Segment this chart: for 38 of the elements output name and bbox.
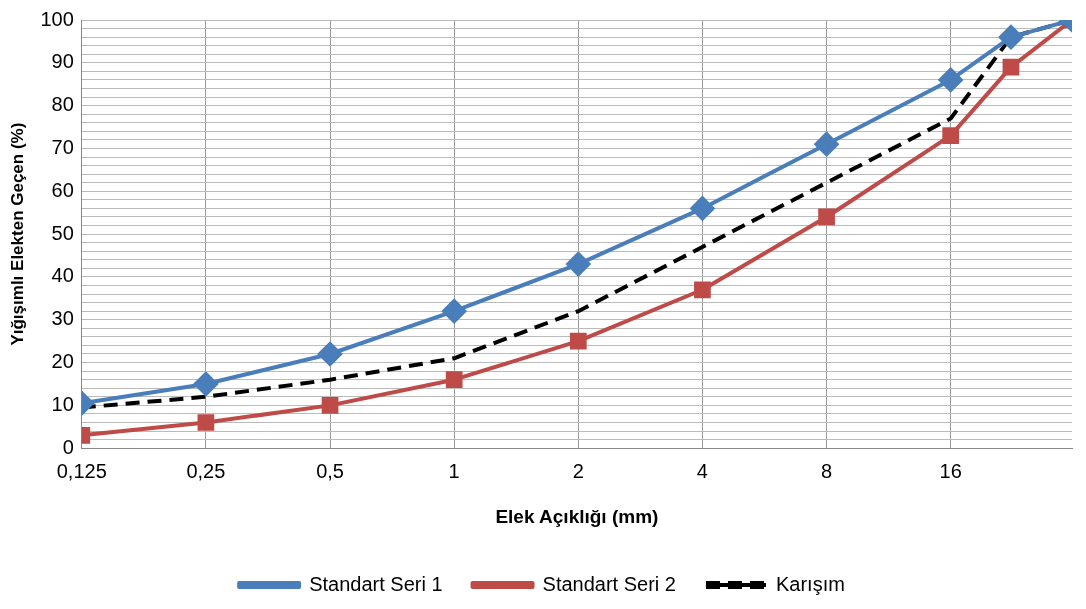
x-tick-label: 1 <box>448 459 460 482</box>
y-tick-label: 40 <box>51 264 74 287</box>
point <box>445 371 463 389</box>
point <box>942 127 960 144</box>
point <box>566 252 591 277</box>
y-tick-label: 0 <box>62 435 74 458</box>
point <box>318 342 343 366</box>
point <box>938 67 963 92</box>
legend-label: Standart Seri 1 <box>309 572 443 595</box>
y-tick-label: 50 <box>51 221 74 244</box>
y-tick-label: 20 <box>51 350 74 373</box>
x-tick-label: 2 <box>572 459 584 482</box>
y-tick-label: 60 <box>51 178 74 201</box>
point <box>690 196 715 221</box>
point <box>193 371 218 396</box>
y-tick-label: 70 <box>51 135 74 158</box>
y-tick-label: 100 <box>40 7 74 30</box>
legend-label: Standart Seri 2 <box>542 572 676 595</box>
y-axis-title: Yığışımlı Elekten Geçen (%) <box>7 122 27 346</box>
point <box>694 281 711 299</box>
y-tick-label: 10 <box>51 392 74 415</box>
point <box>442 299 467 324</box>
point <box>818 208 835 226</box>
x-tick-label: 8 <box>820 459 833 482</box>
x-tick-label: 0,25 <box>186 459 226 482</box>
y-tick-label: 90 <box>51 50 74 73</box>
y-tick-label: 30 <box>51 307 74 330</box>
legend-label: Karışım <box>775 572 845 595</box>
x-tick-label: 16 <box>939 459 962 482</box>
x-tick-label: 0,125 <box>56 459 107 482</box>
x-tick-label: 0,5 <box>316 459 344 482</box>
point <box>321 397 339 414</box>
point <box>814 132 839 157</box>
point <box>197 414 215 431</box>
y-tick-label: 80 <box>51 93 74 116</box>
x-tick-label: 4 <box>696 459 708 482</box>
point <box>569 332 587 350</box>
x-axis-title: Elek Açıklığı (mm) <box>495 505 659 527</box>
